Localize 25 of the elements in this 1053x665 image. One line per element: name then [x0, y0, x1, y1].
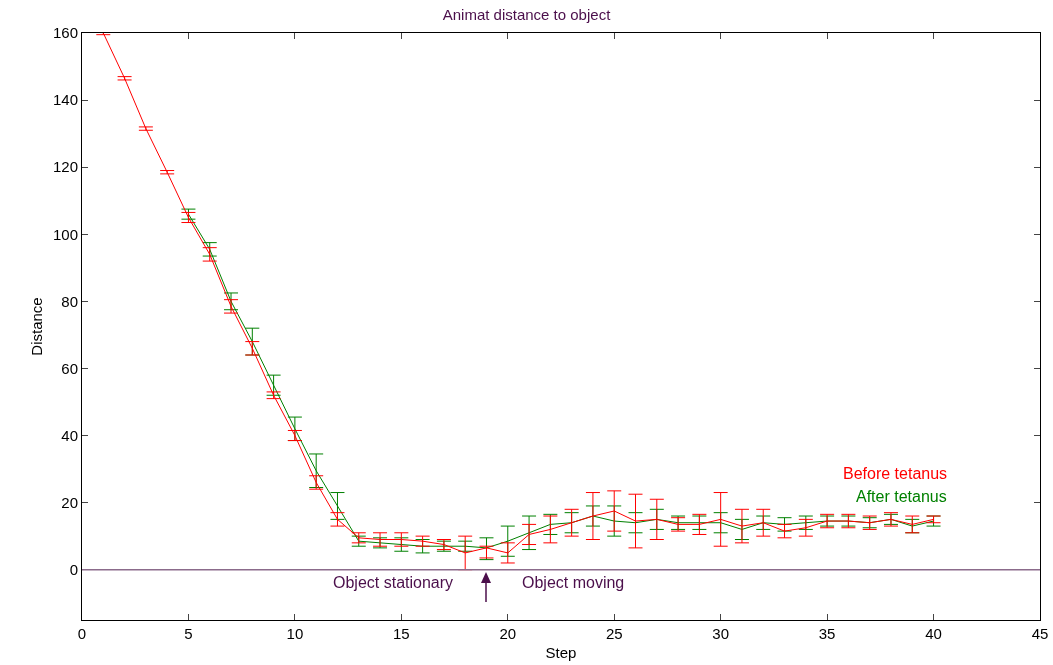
chart-title: Animat distance to object — [442, 6, 612, 24]
x-tick-label: 25 — [605, 625, 623, 642]
y-tick-label: 120 — [52, 158, 78, 176]
x-tick-label: 45 — [1031, 625, 1049, 642]
annotation: Object moving — [522, 574, 625, 591]
x-tick-label: 40 — [925, 625, 942, 642]
text: Before tetanus — [843, 465, 948, 482]
y-tick-label: 100 — [52, 225, 78, 243]
y-tick-label: 140 — [52, 91, 78, 109]
y-tick-label: 20 — [61, 493, 78, 511]
y-tick-label: 160 — [52, 24, 78, 42]
x-tick-label: 5 — [184, 625, 193, 642]
x-tick-label: 10 — [286, 625, 304, 642]
x-tick-label: 30 — [712, 625, 730, 642]
y-tick-label: 40 — [61, 426, 78, 444]
x-axis-title: Step — [545, 644, 577, 661]
x-tick-label: 15 — [392, 625, 410, 642]
series-label: After tetanus — [856, 488, 947, 505]
x-tick-label: 20 — [499, 625, 517, 642]
y-tick-label: 60 — [61, 359, 78, 377]
annotation: Object stationary — [333, 574, 454, 591]
y-tick-label: 0 — [69, 560, 78, 578]
y-tick-label: 80 — [61, 292, 78, 310]
y-axis-title: Distance — [28, 297, 46, 356]
x-tick-label: 35 — [818, 625, 836, 642]
